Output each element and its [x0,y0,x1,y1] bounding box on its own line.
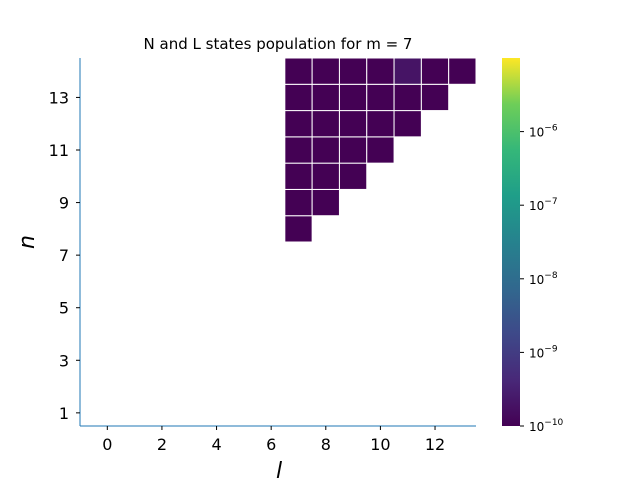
y-tick-label: 11 [49,141,69,160]
heatmap-cell [284,57,313,85]
heatmap-cell [448,57,477,85]
y-tick-label: 13 [49,88,69,107]
x-axis-label: l [276,459,282,480]
heatmap-cell [393,110,422,138]
colorbar-tick-label: 10−6 [529,124,558,140]
x-tick-label: 10 [370,435,390,454]
heatmap-cell [284,110,313,138]
heatmap-cell [284,162,313,190]
x-tick-label: 6 [266,435,276,454]
x-tick-label: 0 [102,435,112,454]
x-tick-label: 8 [321,435,331,454]
heatmap-cells [284,57,477,243]
heatmap-cell [311,83,340,112]
x-tick-label: 12 [425,435,445,454]
colorbar [502,58,520,426]
x-tick-label: 2 [157,435,167,454]
colorbar-tick-label: 10−8 [529,271,558,287]
y-tick-label: 3 [59,351,69,370]
heatmap-cell [338,83,368,112]
y-tick-label: 7 [59,246,69,265]
x-tick-label: 4 [211,435,221,454]
heatmap-cell [338,162,368,190]
heatmap-cell [393,57,422,85]
colorbar-tick-label: 10−9 [529,344,558,360]
heatmap-cell [338,57,368,85]
colorbar-tick-label: 10−7 [529,197,558,213]
heatmap-cell [311,57,340,85]
heatmap-cell [366,83,395,112]
heatmap-cell [420,57,450,85]
heatmap-cell [366,110,395,138]
y-tick-label: 5 [59,299,69,318]
heatmap-cell [366,136,395,164]
y-axis-label: n [15,235,40,249]
colorbar-ticks: 10−10 10−9 10−8 10−7 10−6 [520,124,564,434]
heatmap-cell [311,136,340,164]
heatmap-cell [311,188,340,217]
heatmap-cell [366,57,395,85]
heatmap-cell [284,215,313,243]
heatmap-cell [311,110,340,138]
colorbar-tick-label: 10−10 [529,418,564,434]
y-tick-label: 9 [59,194,69,213]
heatmap-cell [420,83,450,112]
heatmap-cell [311,162,340,190]
y-tick-label: 1 [59,404,69,423]
chart-title: N and L states population for m = 7 [144,35,413,53]
heatmap-cell [338,136,368,164]
heatmap-cell [284,188,313,217]
heatmap-cell [338,110,368,138]
heatmap-cell [393,83,422,112]
x-axis-ticks: 0 2 4 6 8 10 12 [102,426,445,454]
heatmap-cell [284,83,313,112]
heatmap-cell [284,136,313,164]
